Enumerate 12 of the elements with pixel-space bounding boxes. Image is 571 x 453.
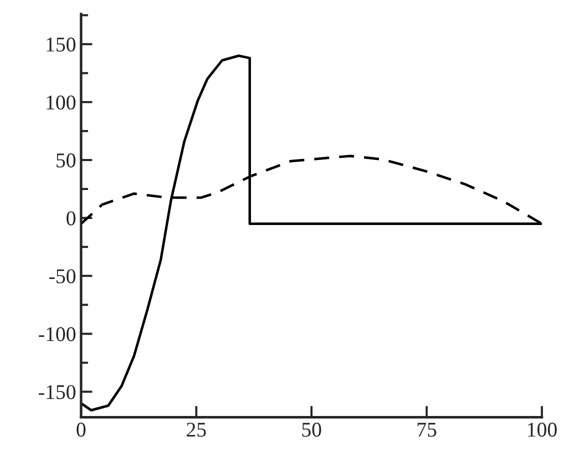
x-tick-label: 50 bbox=[302, 422, 322, 437]
y-tick-label: 150 bbox=[46, 38, 76, 52]
y-tick-label: 50 bbox=[56, 153, 76, 168]
y-tick-label: -100 bbox=[38, 327, 76, 342]
y-tick-label: -150 bbox=[38, 385, 76, 400]
x-tick-label: 25 bbox=[186, 422, 206, 437]
x-tick-label: 75 bbox=[418, 422, 436, 437]
y-tick-label: 100 bbox=[46, 95, 76, 110]
y-tick-label: -50 bbox=[49, 269, 76, 284]
x-tick-label: 100 bbox=[528, 422, 557, 437]
y-tick-label: 0 bbox=[66, 211, 76, 226]
x-tick-label: 0 bbox=[76, 422, 86, 437]
